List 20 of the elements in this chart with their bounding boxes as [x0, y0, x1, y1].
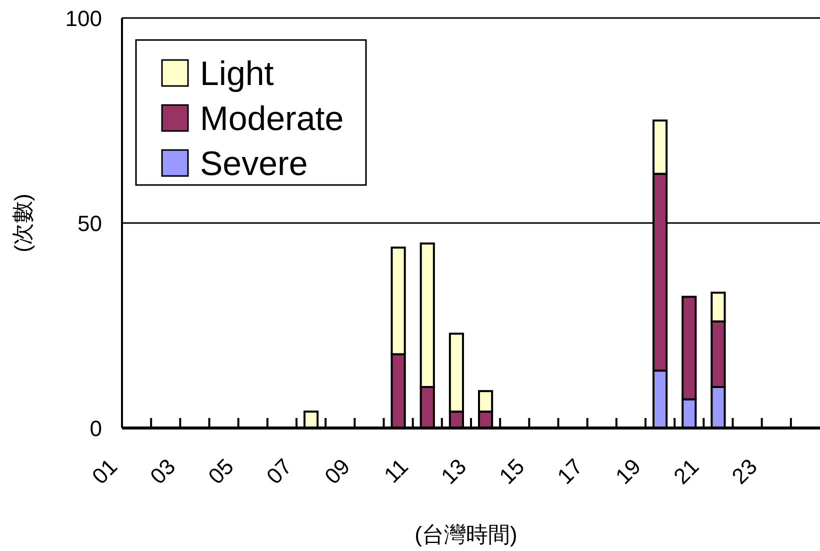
x-tick-label: 11	[379, 454, 413, 488]
x-tick-label: 07	[262, 454, 297, 489]
x-tick-label: 09	[320, 454, 355, 489]
x-tick-label: 03	[145, 454, 180, 489]
legend-label: Moderate	[200, 100, 344, 138]
x-tick-label: 05	[203, 454, 238, 489]
y-tick-label: 100	[65, 6, 102, 31]
legend-label: Light	[200, 55, 274, 93]
y-tick-label: 0	[90, 416, 102, 441]
x-tick-label: 01	[87, 454, 122, 489]
x-tick-label: 15	[494, 454, 530, 489]
x-tick-label: 19	[610, 454, 646, 489]
x-tick-label: 17	[552, 454, 588, 489]
legend-label: Severe	[200, 145, 308, 183]
x-tick-label: 21	[668, 454, 704, 489]
y-tick-label: 50	[78, 211, 102, 236]
x-tick-label: 13	[436, 454, 472, 489]
x-tick-label: 23	[726, 454, 762, 489]
x-axis-title: (台灣時間)	[414, 522, 518, 547]
y-axis-title: (次數)	[10, 194, 35, 252]
